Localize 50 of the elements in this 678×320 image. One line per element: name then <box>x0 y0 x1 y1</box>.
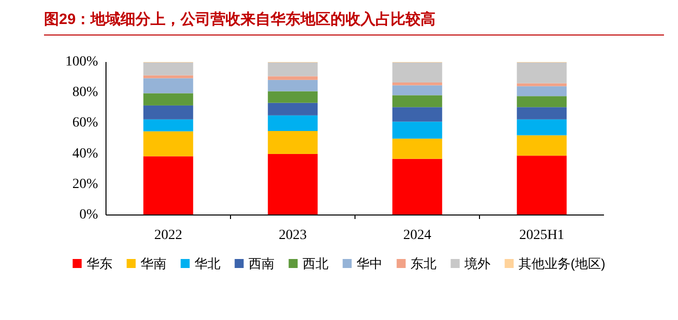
x-tick-label: 2022 <box>154 228 182 243</box>
bar <box>268 91 318 103</box>
legend-label: 西南 <box>248 256 275 271</box>
legend-label: 东北 <box>410 256 437 271</box>
y-tick-label: 100% <box>65 54 98 70</box>
bar <box>516 156 567 215</box>
bar <box>143 131 194 156</box>
bar <box>268 154 318 215</box>
legend-label: 华中 <box>356 256 383 271</box>
bar <box>268 62 318 76</box>
bar <box>516 107 567 120</box>
bar <box>268 80 318 92</box>
bar <box>516 119 567 136</box>
legend-label: 华南 <box>140 256 167 271</box>
bar <box>392 82 442 86</box>
bar <box>516 86 567 96</box>
y-tick-label: 80% <box>72 85 98 100</box>
bar <box>143 62 194 76</box>
bar <box>268 131 318 154</box>
bar <box>268 115 318 132</box>
bar <box>392 138 442 159</box>
bar <box>143 93 194 106</box>
bar <box>392 62 442 82</box>
legend-label: 境外 <box>464 256 491 271</box>
bar <box>392 158 442 215</box>
bar <box>143 105 194 120</box>
bar <box>516 62 567 84</box>
bar <box>392 85 442 96</box>
legend-label: 西北 <box>302 256 329 271</box>
bar <box>143 78 194 94</box>
y-tick-label: 40% <box>72 146 98 162</box>
bar <box>392 107 442 122</box>
legend-label: 华北 <box>194 256 221 271</box>
bar <box>268 102 318 116</box>
bar <box>392 122 442 139</box>
x-tick-label: 2023 <box>278 228 307 243</box>
y-tick-label: 20% <box>72 176 98 192</box>
chart-title: 图29：地域细分上，公司营收来自华东地区的收入占比较高 <box>44 10 436 28</box>
bar <box>392 95 442 108</box>
bar <box>516 135 567 156</box>
legend-label: 华东 <box>86 256 113 271</box>
x-tick-label: 2024 <box>403 228 432 243</box>
y-tick-label: 60% <box>72 116 98 131</box>
bar <box>143 119 194 132</box>
x-tick-label: 2025H1 <box>519 228 564 243</box>
legend-label: 其他业务(地区) <box>518 256 606 271</box>
y-tick-label: 0% <box>79 208 98 222</box>
bar <box>143 156 194 215</box>
bar <box>268 76 318 80</box>
bar <box>516 96 567 108</box>
